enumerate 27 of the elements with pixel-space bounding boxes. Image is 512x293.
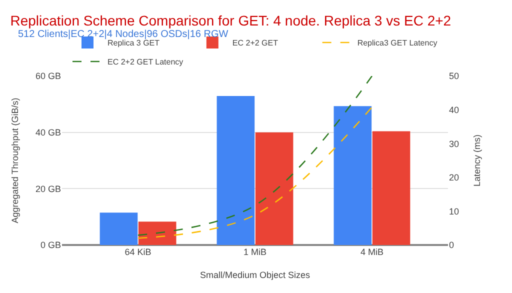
legend-label: EC 2+2 GET: [232, 38, 278, 48]
y2-axis-title: Latency (ms): [472, 134, 482, 187]
x-tick-label: 1 MiB: [243, 247, 267, 257]
x-tick-label: 4 MiB: [360, 247, 384, 257]
legend-label: EC 2+2 GET Latency: [108, 58, 184, 67]
y-tick-label: 20 GB: [35, 184, 61, 194]
chart-title: Replication Scheme Comparison for GET: 4 node. Replica 3 vs EC 2+2: [10, 12, 452, 28]
y-tick-label: 0 GB: [40, 240, 61, 250]
y2-tick-label: 40: [449, 104, 460, 115]
y2-tick-label: 10: [449, 206, 460, 216]
y2-tick-label: 0: [449, 240, 454, 250]
bar: [255, 132, 294, 245]
bar: [216, 96, 255, 245]
y-tick-label: 40 GB: [35, 127, 61, 138]
bar: [100, 212, 138, 245]
x-axis-title: Small/Medium Object Sizes: [200, 270, 311, 280]
y2-tick-label: 20: [449, 172, 460, 183]
y-axis-title: Aggregated Throughput (GiB/s): [10, 98, 20, 224]
bar: [138, 222, 176, 245]
y2-tick-label: 30: [449, 138, 460, 149]
legend-label: Replica3 GET Latency: [357, 38, 438, 48]
y-tick-label: 60 GB: [35, 71, 61, 82]
bar: [334, 106, 372, 245]
legend-label: Replica 3 GET: [108, 38, 160, 48]
x-tick-label: 64 KiB: [124, 247, 152, 257]
y2-tick-label: 50: [449, 71, 460, 82]
bar: [372, 131, 410, 245]
